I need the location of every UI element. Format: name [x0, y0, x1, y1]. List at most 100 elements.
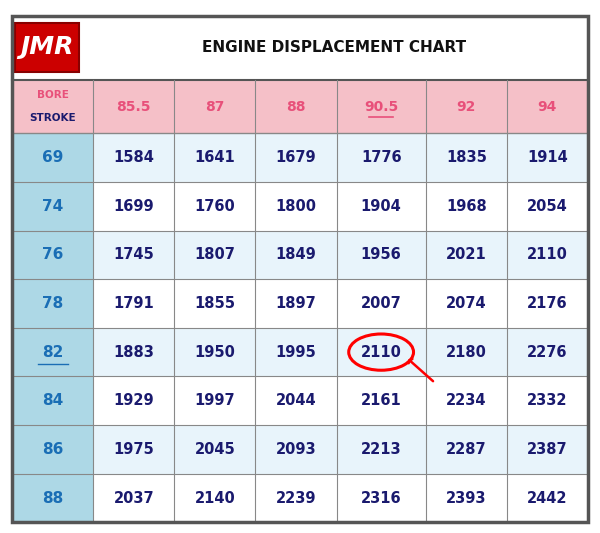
Bar	[507, 182, 588, 231]
Bar	[174, 474, 256, 522]
Bar	[507, 230, 588, 279]
Text: 1745: 1745	[113, 247, 154, 262]
Text: 1776: 1776	[361, 150, 401, 165]
Text: 84: 84	[42, 393, 63, 408]
Text: 2176: 2176	[527, 296, 568, 311]
Bar	[93, 279, 174, 328]
Bar	[426, 328, 507, 376]
Text: 69: 69	[42, 150, 63, 165]
Bar	[256, 133, 337, 182]
Bar	[426, 376, 507, 425]
Bar	[93, 80, 174, 133]
Bar	[507, 425, 588, 474]
Text: 2054: 2054	[527, 199, 568, 214]
Bar	[93, 328, 174, 376]
FancyBboxPatch shape	[15, 23, 79, 72]
Text: 1699: 1699	[113, 199, 154, 214]
Text: 2045: 2045	[194, 442, 235, 457]
Bar	[93, 182, 174, 231]
Text: 1807: 1807	[194, 247, 235, 262]
Bar	[426, 425, 507, 474]
Text: 1904: 1904	[361, 199, 401, 214]
Text: 1950: 1950	[194, 345, 235, 360]
Bar	[337, 425, 426, 474]
Text: 1897: 1897	[275, 296, 316, 311]
Bar	[426, 279, 507, 328]
Text: 1914: 1914	[527, 150, 568, 165]
Text: 1641: 1641	[194, 150, 235, 165]
Bar	[256, 425, 337, 474]
Bar	[337, 133, 426, 182]
Text: BORE: BORE	[37, 90, 68, 100]
Bar	[12, 376, 93, 425]
Bar	[507, 328, 588, 376]
Text: 1997: 1997	[194, 393, 235, 408]
Text: 2021: 2021	[446, 247, 487, 262]
Text: 2110: 2110	[527, 247, 568, 262]
Bar	[256, 376, 337, 425]
Text: 2180: 2180	[446, 345, 487, 360]
Bar	[174, 182, 256, 231]
Bar	[426, 474, 507, 522]
Bar	[337, 80, 426, 133]
Text: 1883: 1883	[113, 345, 154, 360]
Text: 1584: 1584	[113, 150, 154, 165]
Text: 1956: 1956	[361, 247, 401, 262]
Text: 2316: 2316	[361, 490, 401, 505]
Bar	[12, 279, 93, 328]
Bar	[174, 230, 256, 279]
Text: 92: 92	[457, 100, 476, 114]
Bar	[426, 133, 507, 182]
Bar	[337, 328, 426, 376]
Bar	[337, 182, 426, 231]
Text: 1849: 1849	[275, 247, 316, 262]
Text: 2110: 2110	[361, 345, 401, 360]
Text: 2239: 2239	[275, 490, 316, 505]
Bar	[507, 376, 588, 425]
Text: 76: 76	[42, 247, 63, 262]
Bar	[174, 133, 256, 182]
Text: 82: 82	[42, 345, 63, 360]
Text: 2287: 2287	[446, 442, 487, 457]
Bar	[507, 80, 588, 133]
Text: 2387: 2387	[527, 442, 568, 457]
Text: 1968: 1968	[446, 199, 487, 214]
Bar	[256, 279, 337, 328]
Text: ENGINE DISPLACEMENT CHART: ENGINE DISPLACEMENT CHART	[202, 41, 467, 55]
Bar	[426, 80, 507, 133]
Text: 2276: 2276	[527, 345, 568, 360]
Bar	[426, 182, 507, 231]
Bar	[12, 230, 93, 279]
Text: 1995: 1995	[275, 345, 316, 360]
Bar	[12, 133, 93, 182]
Bar	[12, 474, 93, 522]
Text: 1679: 1679	[275, 150, 316, 165]
Text: 85.5: 85.5	[116, 100, 151, 114]
Bar	[256, 182, 337, 231]
Text: 87: 87	[205, 100, 224, 114]
Text: 2393: 2393	[446, 490, 487, 505]
Bar	[12, 425, 93, 474]
Text: 2234: 2234	[446, 393, 487, 408]
Text: 74: 74	[42, 199, 63, 214]
Bar	[507, 474, 588, 522]
Text: 2044: 2044	[275, 393, 316, 408]
Bar	[12, 16, 588, 80]
Bar	[12, 182, 93, 231]
Bar	[174, 80, 256, 133]
Bar	[256, 80, 337, 133]
Bar	[93, 133, 174, 182]
Bar	[174, 328, 256, 376]
Bar	[337, 230, 426, 279]
Bar	[174, 376, 256, 425]
Bar	[93, 474, 174, 522]
Bar	[174, 425, 256, 474]
Bar	[507, 279, 588, 328]
Text: 94: 94	[538, 100, 557, 114]
Text: 1835: 1835	[446, 150, 487, 165]
Text: 2093: 2093	[275, 442, 316, 457]
Bar	[256, 230, 337, 279]
Text: 86: 86	[42, 442, 63, 457]
Bar	[337, 279, 426, 328]
Text: 2037: 2037	[113, 490, 154, 505]
